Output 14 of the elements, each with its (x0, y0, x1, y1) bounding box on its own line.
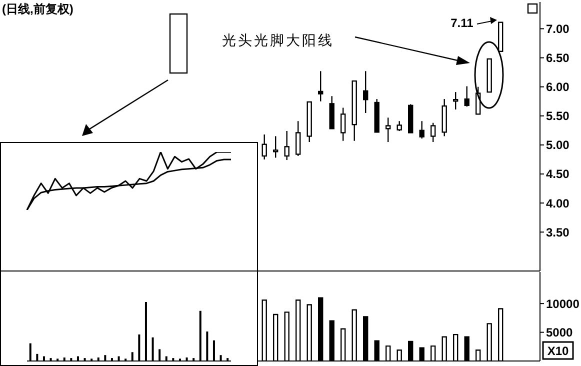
chart-title: (日线,前复权) (2, 2, 74, 16)
y-tick-label: 5.00 (546, 138, 570, 152)
y-tick-label: 7.00 (546, 22, 570, 36)
y-tick-label: 3.50 (546, 225, 570, 240)
text: X10 (547, 344, 569, 358)
y-tick-label: 6.50 (546, 51, 570, 66)
annotation: 7.11 (450, 16, 474, 30)
y-tick-label: 10000 (546, 296, 580, 311)
annotation: 光头光脚大阳线 (222, 33, 334, 49)
y-tick-label: 4.50 (546, 167, 570, 182)
y-tick-label: 5.50 (546, 109, 570, 124)
y-tick-label: 6.00 (546, 80, 570, 94)
y-tick-label: 5000 (546, 326, 574, 340)
y-tick-label: 4.00 (546, 196, 570, 210)
